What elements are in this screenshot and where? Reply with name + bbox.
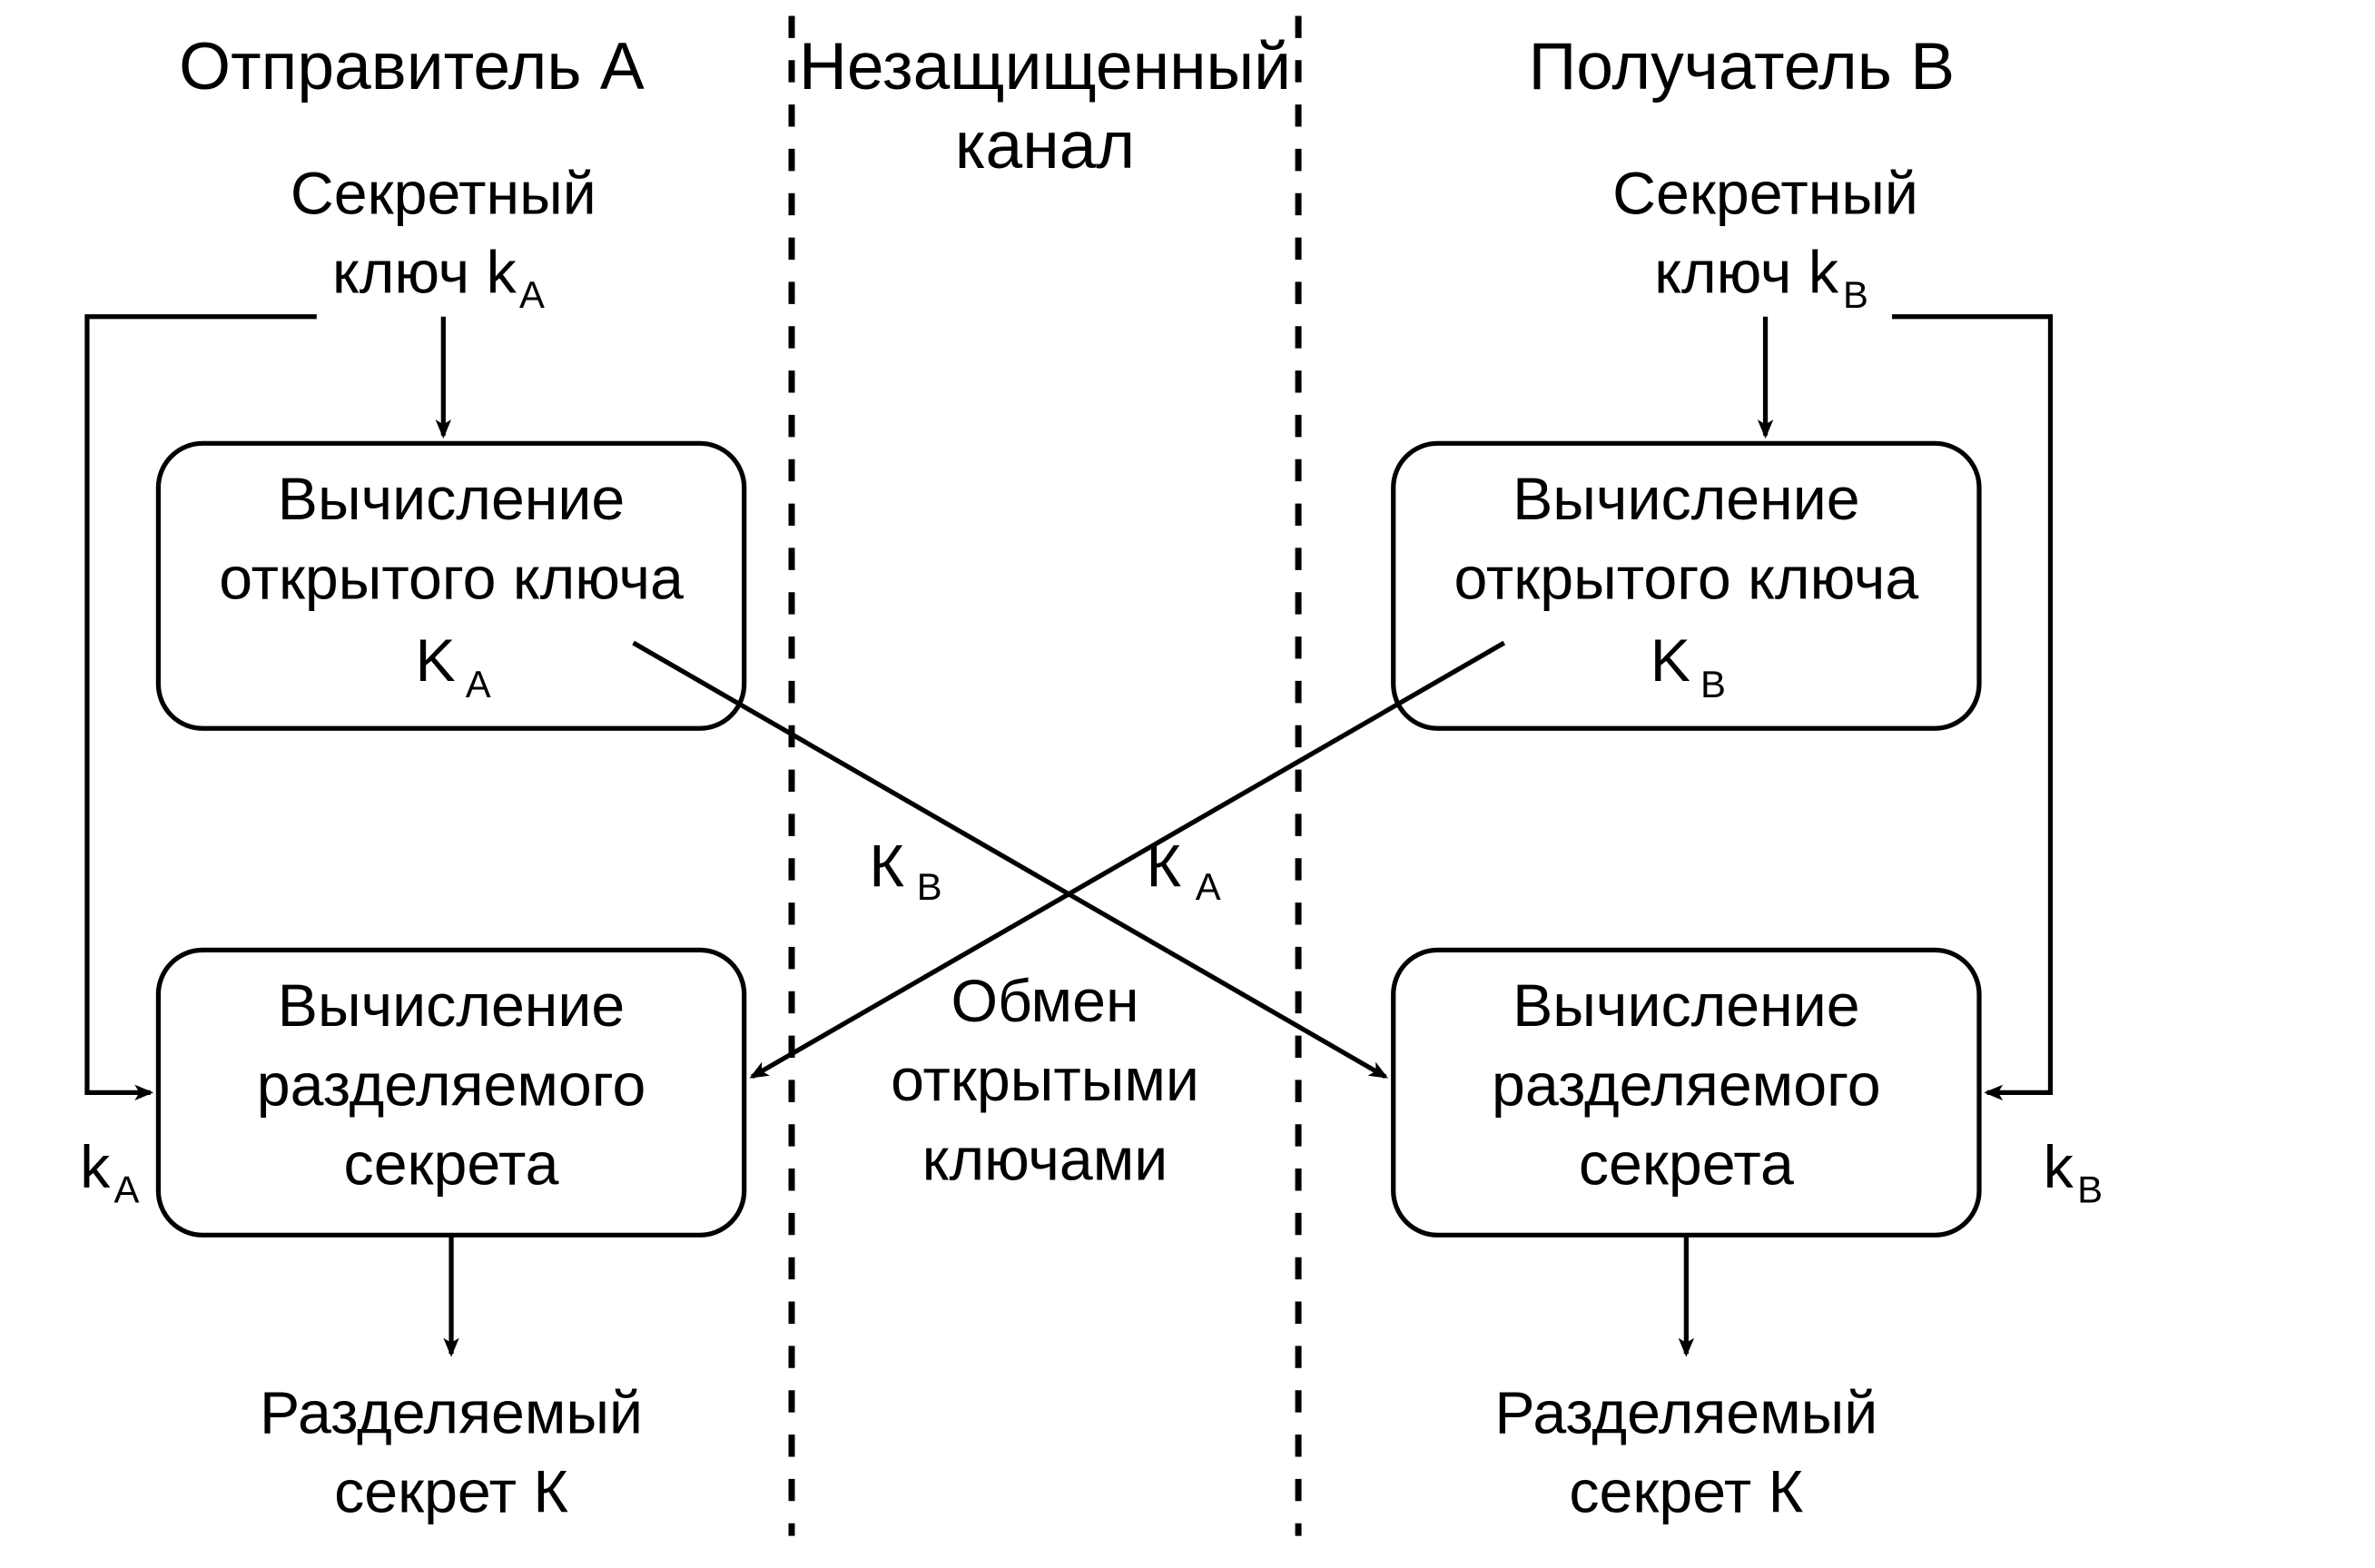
heading-receiver: Получатель В [1529,29,1955,104]
diagram-root: Отправитель А Незащищенный канал Получат… [0,0,2375,1568]
box-a1-l2: открытого ключа [219,545,684,612]
secret-key-b-l2: ключ k [1654,240,1839,307]
secret-key-a-sub: А [519,273,545,316]
exchange-l3: ключами [922,1126,1168,1193]
side-kb-sub: В [2077,1168,2103,1210]
box-a2-l3: секрета [344,1131,559,1198]
secret-key-b-l1: Секретный [1612,160,1918,227]
cross-ka: К [1147,833,1182,901]
box-b2-l1: Вычисление [1513,972,1859,1040]
secret-key-a-l1: Секретный [291,160,596,227]
cross-kb-sub: В [917,865,942,908]
result-b-l2: секрет К [1569,1459,1803,1526]
box-a2-l2: разделяемого [257,1051,646,1119]
side-ka: k [80,1134,111,1201]
exchange-l2: открытыми [891,1047,1199,1114]
heading-sender: Отправитель А [179,29,645,104]
heading-channel-2: канал [955,108,1135,182]
heading-channel-1: Незащищенный [799,29,1291,104]
box-b2-l2: разделяемого [1492,1051,1881,1119]
secret-key-b-sub: В [1843,273,1868,316]
box-a2-l1: Вычисление [278,972,625,1040]
box-b1-l2: открытого ключа [1454,545,1919,612]
box-b1-l1: Вычисление [1513,466,1859,533]
cross-ka-sub: А [1196,865,1221,908]
box-a1-l1: Вычисление [278,466,625,533]
side-ka-sub: А [114,1168,140,1210]
result-a-l2: секрет К [334,1459,568,1526]
exchange-l1: Обмен [951,968,1139,1035]
box-b1-l3: K [1651,627,1690,695]
box-b1-l3-sub: В [1700,663,1726,705]
cross-kb: К [869,833,904,901]
result-b-l1: Разделяемый [1494,1379,1877,1446]
secret-key-a-l2: ключ k [332,240,517,307]
box-b2-l3: секрета [1579,1131,1794,1198]
result-a-l1: Разделяемый [260,1379,643,1446]
box-a1-l3-sub: А [466,663,491,705]
side-kb: k [2044,1134,2074,1201]
box-a1-l3: K [416,627,456,695]
